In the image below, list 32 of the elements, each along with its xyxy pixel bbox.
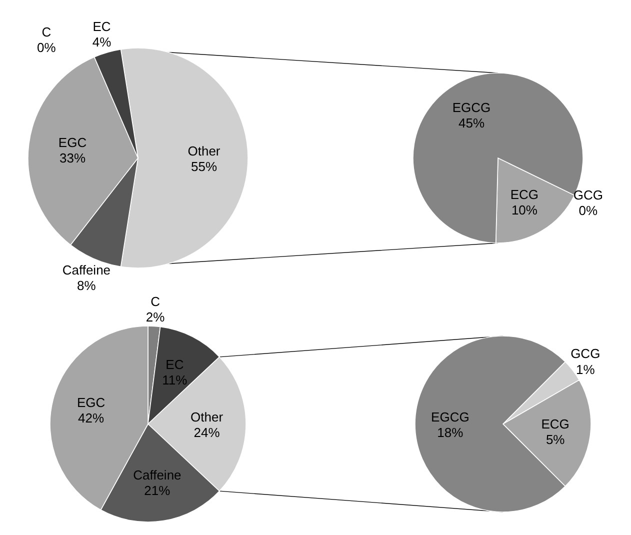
data-label: 45% bbox=[458, 115, 485, 130]
slice-label: ECG bbox=[510, 186, 539, 202]
slice-label: EGCG bbox=[452, 100, 491, 115]
slice-label: EC bbox=[92, 18, 111, 34]
data-label: 24% bbox=[194, 425, 220, 440]
slice-label: Caffeine bbox=[62, 262, 111, 278]
slice-label: GCG bbox=[570, 346, 600, 362]
data-label: 4% bbox=[92, 34, 112, 50]
category-label: C bbox=[42, 24, 52, 40]
slice-label: EC bbox=[166, 357, 184, 372]
data-label: 55% bbox=[190, 159, 218, 174]
data-label: 42% bbox=[78, 410, 104, 426]
data-label: 18% bbox=[437, 425, 464, 440]
data-label: 1% bbox=[576, 362, 596, 377]
data-label: 8% bbox=[77, 278, 96, 294]
slice-label: Caffeine bbox=[133, 467, 182, 482]
data-label: 5% bbox=[546, 432, 566, 447]
slice-label: ECG bbox=[541, 416, 570, 432]
category-label: GCG bbox=[573, 187, 603, 202]
data-label: 2% bbox=[146, 310, 166, 325]
slice-label: EGCG bbox=[431, 409, 470, 424]
data-label: 10% bbox=[511, 202, 538, 218]
data-label: 33% bbox=[60, 150, 86, 166]
slice-label: Other bbox=[188, 143, 221, 158]
text: 0% bbox=[578, 202, 598, 218]
data-label: 11% bbox=[162, 372, 188, 388]
slice-label: EGC bbox=[76, 394, 106, 410]
slice-label: Other bbox=[190, 409, 224, 424]
slice-label: EGC bbox=[58, 135, 87, 150]
slice-label: C bbox=[150, 294, 160, 309]
data-label: 21% bbox=[144, 483, 171, 498]
text: 0% bbox=[37, 40, 56, 55]
